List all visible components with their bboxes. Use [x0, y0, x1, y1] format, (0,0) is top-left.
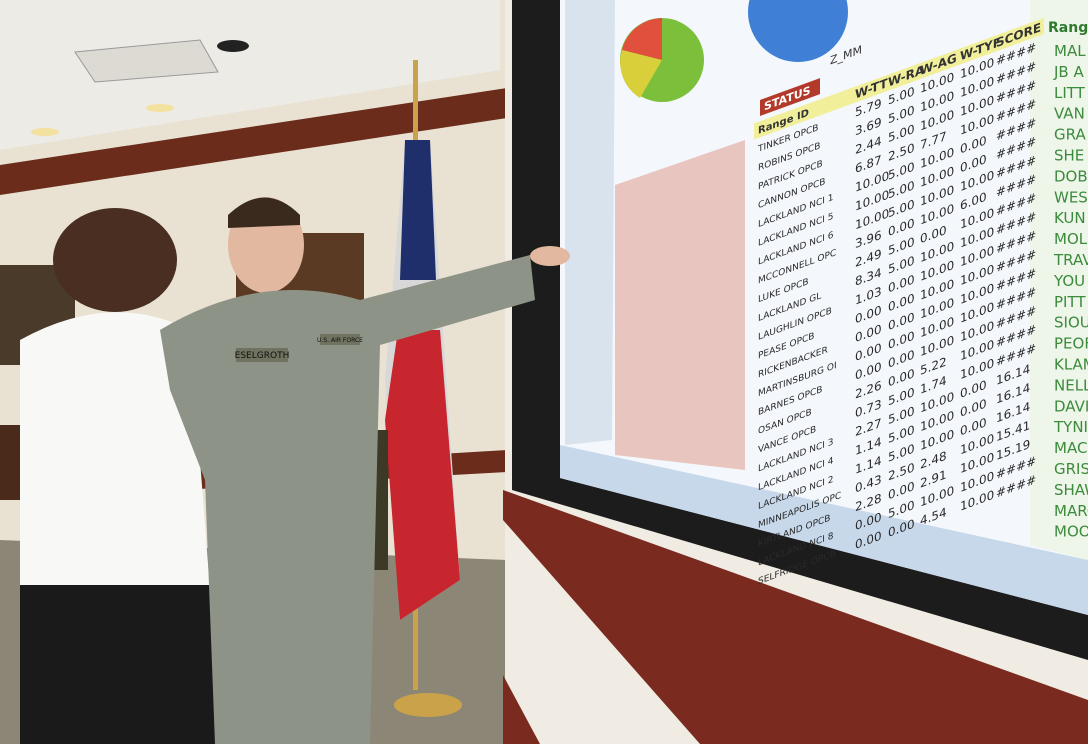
flag-stars	[400, 140, 436, 280]
side-name: KLAM	[1054, 356, 1088, 374]
white-shirt	[20, 312, 210, 590]
side-name: DOB	[1054, 167, 1088, 185]
side-name: GRA	[1054, 126, 1086, 144]
side-panel	[1030, 0, 1088, 560]
hair	[228, 197, 300, 228]
sidebar	[565, 0, 615, 445]
side-name: SIOU	[1054, 314, 1088, 332]
side-name: PEOF	[1054, 335, 1088, 353]
service-tape	[320, 334, 360, 345]
side-name: MARC	[1054, 502, 1088, 520]
status-cell	[760, 78, 820, 116]
side-name: PITT	[1054, 293, 1086, 311]
flag-base	[394, 693, 462, 717]
vent	[74, 39, 219, 83]
side-header: Rang	[1048, 20, 1088, 36]
side-name: YOU	[1053, 272, 1085, 290]
head	[53, 208, 177, 312]
side-name: LITT	[1054, 84, 1086, 102]
side-name: SHE	[1054, 147, 1084, 165]
name-tape	[236, 348, 288, 362]
chair-rail	[503, 490, 1088, 744]
side-name: MOL	[1054, 230, 1088, 248]
small-table	[615, 140, 745, 470]
flag-stripes	[385, 330, 460, 620]
taskbar	[560, 445, 1088, 615]
side-name: MACI	[1054, 439, 1088, 457]
hand	[530, 246, 570, 266]
service-tape-text: U.S. AIR FORCE	[317, 337, 363, 344]
side-name: SHAW	[1054, 481, 1088, 499]
ceiling-light	[217, 40, 249, 52]
side-name: GRIS	[1054, 460, 1088, 478]
side-name: VAN	[1054, 105, 1085, 123]
side-name: TYNI	[1053, 418, 1088, 436]
side-name: TRAV	[1053, 251, 1088, 269]
crown-molding	[0, 88, 507, 195]
name-tape-text: ESELGROTH	[235, 351, 290, 361]
side-name: MOOD	[1054, 523, 1088, 541]
side-name: JB A	[1053, 63, 1084, 81]
side-name: NELL	[1054, 376, 1088, 394]
ceiling-light	[31, 128, 59, 136]
side-list: Rang MAL JB A LITT VAN GRA SHE DOB WES KUN MOL TRAV…	[1048, 20, 1088, 541]
side-name: DAVI	[1054, 397, 1088, 415]
baseboard	[503, 675, 540, 744]
pie-chart	[748, 0, 848, 62]
side-name: KUN	[1054, 209, 1086, 227]
ceiling-light	[146, 104, 174, 112]
ceiling	[0, 0, 500, 150]
pie-slice	[620, 50, 662, 98]
side-name: MAL	[1054, 42, 1086, 60]
trousers	[20, 585, 220, 744]
side-name: WES	[1054, 188, 1088, 206]
abu-uniform	[160, 255, 535, 744]
header-row	[754, 17, 1044, 140]
pie-slice	[622, 18, 662, 60]
